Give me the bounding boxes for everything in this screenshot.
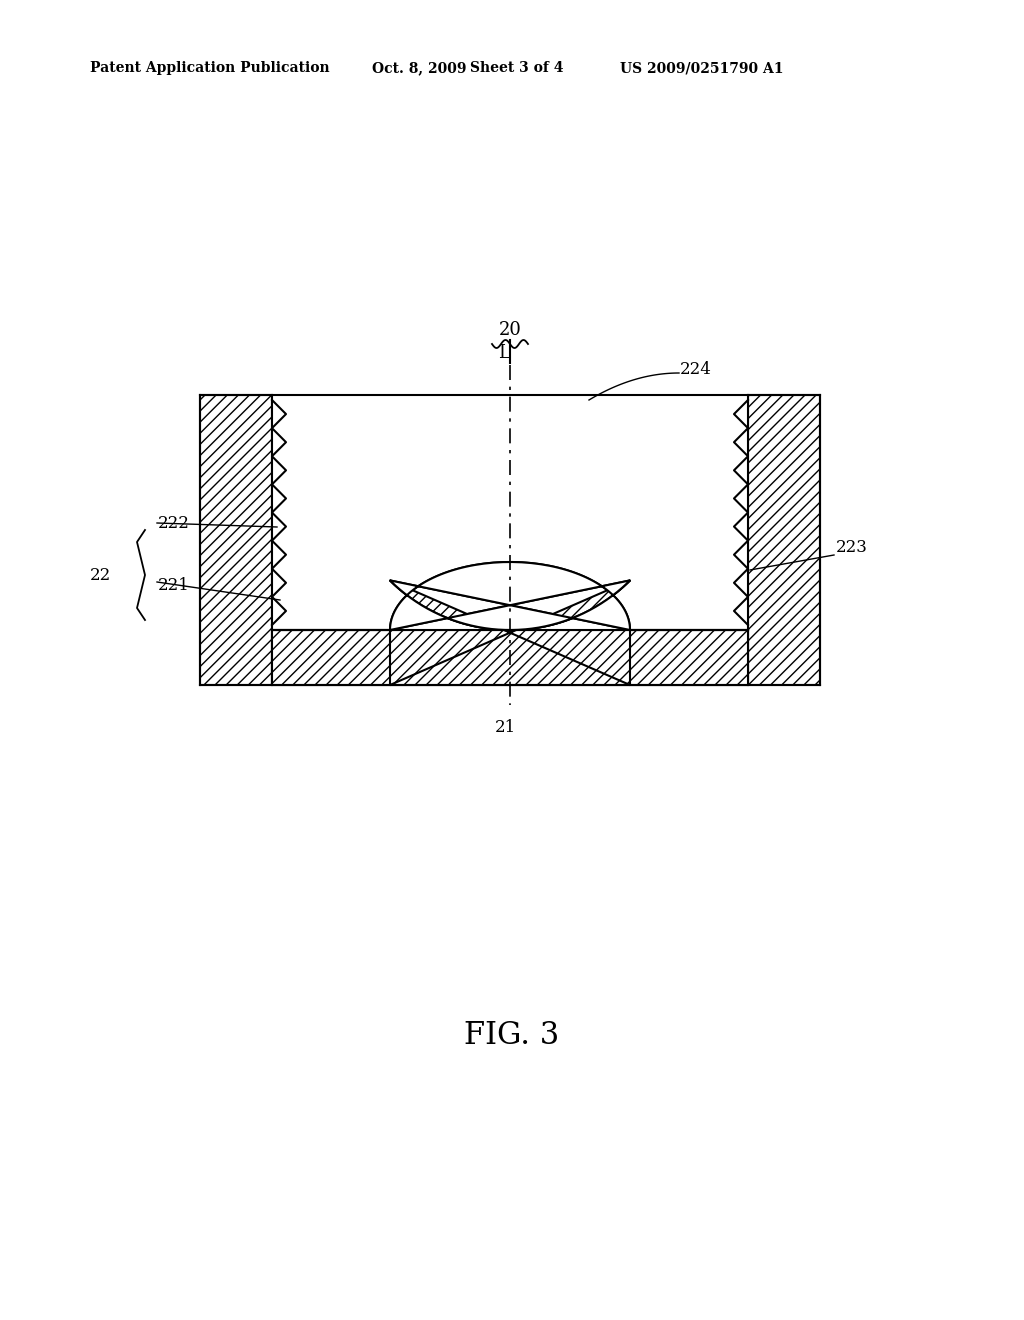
Polygon shape [748,395,820,685]
Text: 21: 21 [495,718,516,735]
Text: Oct. 8, 2009: Oct. 8, 2009 [372,61,467,75]
Text: 222: 222 [158,515,189,532]
Polygon shape [390,562,630,630]
Polygon shape [630,630,748,685]
Text: L: L [498,345,510,362]
Text: 224: 224 [680,362,712,379]
Text: Patent Application Publication: Patent Application Publication [90,61,330,75]
Polygon shape [390,562,630,630]
Text: FIG. 3: FIG. 3 [464,1019,560,1051]
Text: 223: 223 [836,540,868,557]
Polygon shape [272,395,748,630]
Polygon shape [390,581,630,685]
Text: 22: 22 [89,566,111,583]
Text: 221: 221 [158,577,189,594]
Polygon shape [272,630,390,685]
Text: US 2009/0251790 A1: US 2009/0251790 A1 [620,61,783,75]
Polygon shape [272,630,748,685]
Polygon shape [200,395,272,685]
Text: Sheet 3 of 4: Sheet 3 of 4 [470,61,563,75]
Text: 20: 20 [499,321,521,339]
